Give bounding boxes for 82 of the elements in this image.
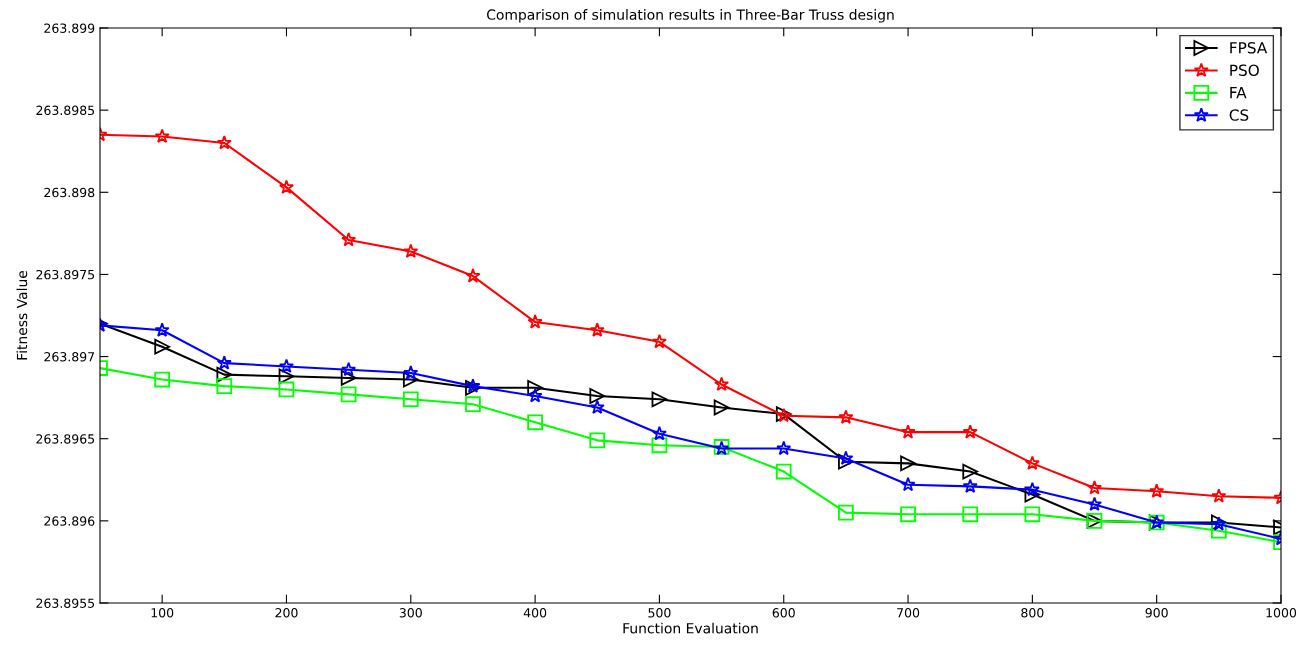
x-tick-label: 200 [275,608,298,618]
point [402,371,419,388]
point [340,370,357,386]
point [1024,455,1040,470]
x-tick-label: 100 [151,608,174,618]
x-tick-label: 400 [523,608,547,618]
y-axis-title: Fitness Value [16,270,28,360]
point [714,376,730,392]
point [465,396,481,413]
point [1024,506,1041,523]
x-tick-label: 800 [1021,608,1044,618]
point [962,478,978,493]
point [900,506,916,523]
point [278,368,295,385]
x-axis-title: Function Evaluation [623,622,758,634]
y-tick-label: 263.897 [44,352,95,362]
point [962,506,979,523]
point [775,463,792,480]
legend-label: FA [1230,87,1247,99]
point [340,386,357,403]
point [403,243,419,258]
point [527,314,543,329]
point [278,381,295,398]
chart-title: Comparison of simulation results in Three-Bar Truss design [487,9,894,23]
point [838,409,854,424]
point [527,414,543,431]
y-tick-label: 263.896 [44,516,95,526]
y-tick-label: 263.8955 [36,598,95,608]
point [838,504,854,521]
point [402,391,419,408]
point [1087,496,1103,511]
point [589,432,606,449]
y-tick-label: 263.899 [44,23,95,33]
legend-label: PSO [1230,64,1259,76]
point [527,388,543,403]
point [154,128,170,143]
point [651,437,668,454]
point [651,391,668,408]
point [216,135,232,150]
point [589,399,605,415]
point [278,358,294,373]
point [713,399,730,416]
point [1087,480,1103,495]
x-tick-label: 1000 [1266,608,1297,618]
point [341,361,357,377]
point [278,179,294,194]
point [900,455,916,472]
x-tick-label: 600 [772,608,795,618]
point [900,476,916,492]
point [341,232,357,247]
point [651,425,667,441]
x-tick-label: 300 [399,608,422,618]
point [527,379,543,396]
y-tick-label: 263.898 [44,187,95,198]
point [154,371,171,388]
x-tick-label: 500 [648,608,671,618]
point [1211,488,1227,503]
point [589,388,606,404]
point [1210,522,1227,539]
point [589,322,605,337]
point [154,322,170,337]
point [216,355,232,370]
point [651,333,667,349]
legend-label: FPSA [1230,42,1268,54]
legend-label: CS [1229,109,1249,121]
point [216,378,233,394]
point [465,268,481,283]
y-tick-label: 263.8965 [36,434,95,444]
point [1149,483,1165,498]
point [154,338,171,355]
point [216,366,233,383]
point [962,463,979,480]
point [838,450,854,465]
x-tick-label: 900 [1145,608,1168,618]
y-tick-label: 263.8985 [36,105,95,116]
y-tick-label: 263.8975 [36,269,95,280]
point [776,440,792,456]
x-tick-label: 700 [897,608,920,618]
point [1024,481,1040,497]
point [962,424,978,439]
point [900,424,916,439]
point [403,365,419,380]
